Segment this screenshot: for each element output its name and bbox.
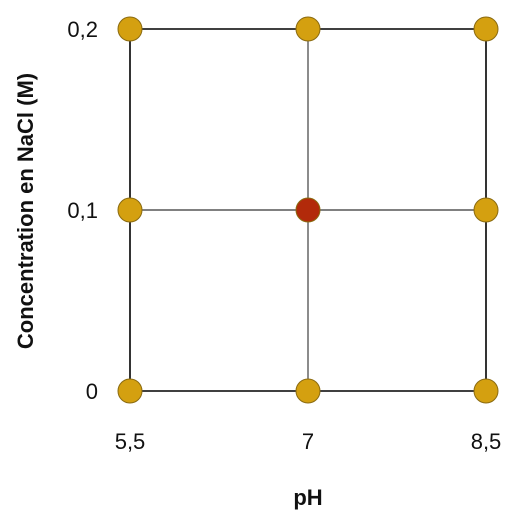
y-tick-label: 0: [86, 379, 98, 404]
y-tick-label: 0,1: [67, 198, 98, 223]
y-tick-label: 0,2: [67, 17, 98, 42]
data-point: [474, 17, 498, 41]
data-point: [474, 198, 498, 222]
data-point: [296, 17, 320, 41]
x-tick-label: 5,5: [115, 429, 146, 454]
x-tick-label: 8,5: [471, 429, 502, 454]
data-point: [296, 379, 320, 403]
data-point: [118, 17, 142, 41]
y-axis-title: Concentration en NaCl (M): [13, 73, 38, 349]
data-point: [118, 379, 142, 403]
data-point: [118, 198, 142, 222]
x-tick-labels: 5,5 7 8,5: [115, 429, 502, 454]
x-tick-label: 7: [302, 429, 314, 454]
data-point: [474, 379, 498, 403]
data-point: [296, 198, 320, 222]
y-tick-labels: 0 0,1 0,2: [67, 17, 98, 404]
x-axis-title: pH: [293, 485, 322, 510]
